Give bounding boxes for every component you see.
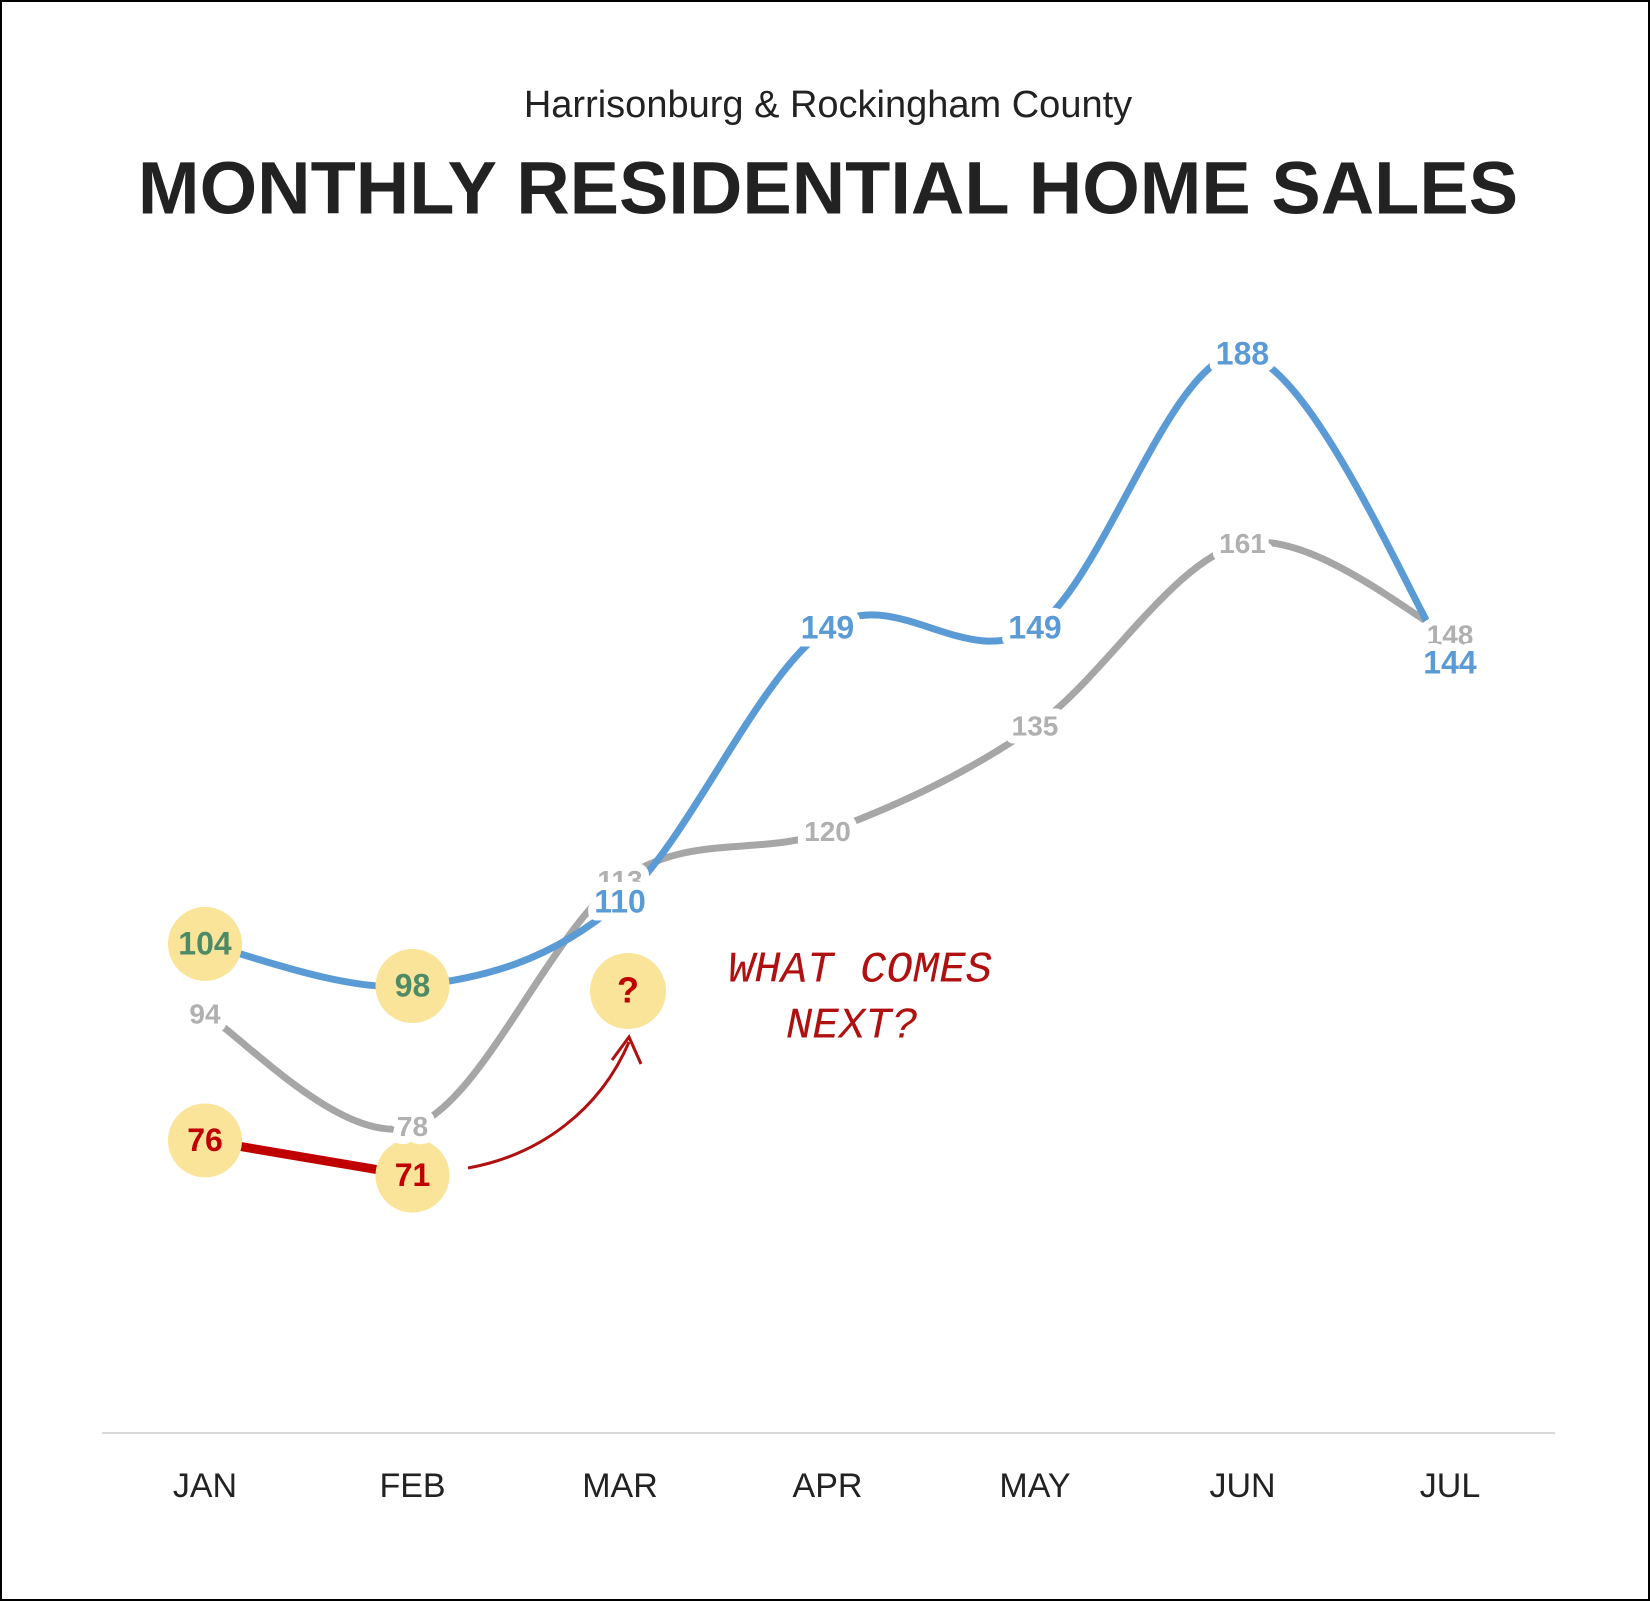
data-label: 149 [801,609,854,645]
data-label: 78 [397,1111,428,1142]
data-label: 188 [1216,336,1269,372]
data-label: 161 [1219,528,1266,559]
data-label: 144 [1423,645,1477,681]
data-label: 135 [1012,711,1059,742]
data-label: 76 [187,1122,223,1158]
data-label: 104 [178,925,232,961]
data-label: 71 [395,1157,431,1193]
x-tick-label: MAY [999,1467,1070,1505]
question-circle [590,953,666,1029]
data-label: 110 [594,883,646,919]
x-tick-label: MAR [582,1467,658,1505]
data-label: 149 [1008,609,1061,645]
data-label: 120 [804,816,851,847]
data-label: 94 [189,999,221,1030]
x-tick-label: JUL [1420,1467,1480,1505]
highlight-circle [168,1103,242,1178]
x-tick-label: JAN [173,1467,237,1505]
chart-title: MONTHLY RESIDENTIAL HOME SALES [138,147,1518,230]
highlight-circle [168,906,242,981]
chart-subtitle: Harrisonburg & Rockingham County [524,84,1132,126]
question-mark: ? [617,970,639,1011]
arrow-head [610,1034,643,1065]
highlight-circle [375,1138,450,1213]
highlight-circle [375,949,450,1024]
x-tick-label: FEB [379,1467,445,1505]
x-tick-label: APR [793,1467,863,1505]
x-tick-label: JUN [1209,1467,1275,1505]
annotation-arrow [467,1041,631,1170]
annotation: NEXT? [786,1002,918,1052]
annotation: WHAT COMES [728,946,992,996]
data-label: 98 [395,967,431,1003]
series-line [201,538,1454,1133]
